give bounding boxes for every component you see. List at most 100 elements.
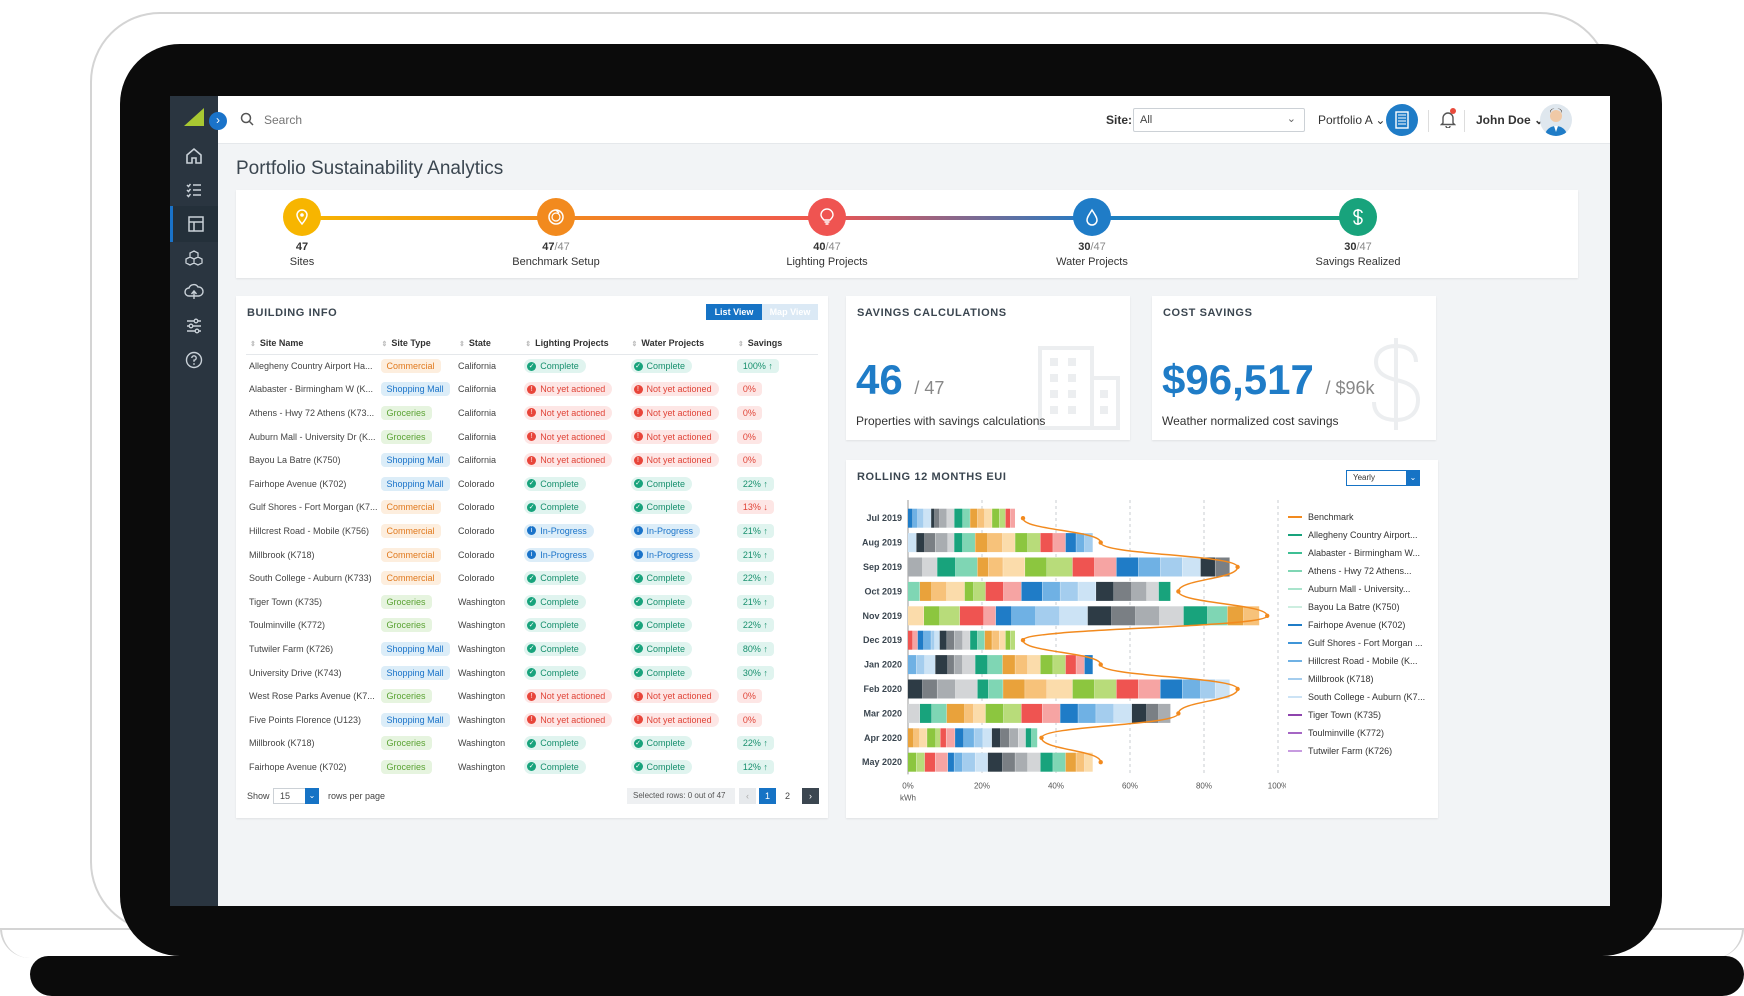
state-cell: Colorado <box>457 573 495 584</box>
site-name[interactable]: Athens - Hwy 72 Athens (K73... <box>249 407 375 418</box>
site-name[interactable]: Millbrook (K718) <box>249 738 315 749</box>
legend-label: Tutwiler Farm (K726) <box>1308 746 1393 756</box>
site-name[interactable]: Hillcrest Road - Mobile (K756) <box>249 525 370 536</box>
status-label: In-Progress <box>540 549 587 560</box>
cloud-icon[interactable] <box>170 274 218 310</box>
legend-item[interactable]: Gulf Shores - Fort Morgan ... <box>1288 634 1425 652</box>
site-name[interactable]: Millbrook (K718) <box>249 549 315 560</box>
legend-item[interactable]: Toulminville (K772) <box>1288 724 1425 742</box>
site-select[interactable]: All ⌄ <box>1133 108 1305 132</box>
status-icon: ! <box>633 715 643 725</box>
table-row[interactable]: Fairhope Avenue (K702) Shopping Mall Color… <box>246 472 818 496</box>
legend-item[interactable]: South College - Auburn (K7... <box>1288 688 1425 706</box>
table-row[interactable]: University Drive (K743) Shopping Mall Wash… <box>246 661 818 685</box>
dashboard-icon[interactable] <box>170 206 218 242</box>
legend-item[interactable]: Tutwiler Farm (K726) <box>1288 742 1425 760</box>
legend-item[interactable]: Fairhope Avenue (K702) <box>1288 616 1425 634</box>
portfolio-switcher[interactable]: Portfolio A ⌄ <box>1318 113 1385 127</box>
legend-item[interactable]: Auburn Mall - University... <box>1288 580 1425 598</box>
site-name[interactable]: Gulf Shores - Fort Morgan (K7... <box>249 502 378 513</box>
home-icon[interactable] <box>170 138 218 174</box>
site-name[interactable]: University Drive (K743) <box>249 667 342 678</box>
table-row[interactable]: South College - Auburn (K733) Commercial C… <box>246 566 818 590</box>
site-name[interactable]: South College - Auburn (K733) <box>249 573 372 584</box>
sliders-icon[interactable] <box>170 308 218 344</box>
column-header[interactable]: ⇕ State <box>454 332 522 355</box>
legend-item[interactable]: Athens - Hwy 72 Athens... <box>1288 562 1425 580</box>
rows-per-page-select[interactable]: 15 ⌄ <box>273 788 319 804</box>
checklist-icon[interactable] <box>170 172 218 208</box>
list-view-button[interactable]: List View <box>706 304 762 320</box>
next-page-button[interactable]: › <box>802 788 819 804</box>
table-row[interactable]: Gulf Shores - Fort Morgan (K7... Commerci… <box>246 496 818 520</box>
search-input[interactable] <box>264 110 524 130</box>
table-row[interactable]: Tiger Town (K735) Groceries Washington ✓ Com… <box>246 590 818 614</box>
legend-item[interactable]: Tiger Town (K735) <box>1288 706 1425 724</box>
page-button-2[interactable]: 2 <box>784 791 790 801</box>
status-icon: i <box>527 526 537 536</box>
table-row[interactable]: Tutwiler Farm (K726) Shopping Mall Washing… <box>246 637 818 661</box>
column-header[interactable]: ⇕ Water Projects <box>627 332 734 355</box>
status-icon: ! <box>527 384 537 394</box>
sidebar-expand-button[interactable]: › <box>209 112 227 130</box>
benchmark-point <box>1020 638 1026 643</box>
progress-step[interactable]: 47 Sites <box>222 198 382 268</box>
legend-item[interactable]: Benchmark <box>1288 508 1425 526</box>
site-name[interactable]: Allegheny Country Airport Ha... <box>249 361 373 372</box>
legend-item[interactable]: Bayou La Batre (K750) <box>1288 598 1425 616</box>
map-view-button[interactable]: Map View <box>762 304 818 320</box>
user-avatar[interactable] <box>1540 104 1572 136</box>
site-name[interactable]: West Rose Parks Avenue (K7... <box>249 691 375 702</box>
step-count: 30/47 <box>1278 241 1438 253</box>
table-row[interactable]: Auburn Mall - University Dr (K... Groceri… <box>246 425 818 449</box>
legend-item[interactable]: Allegheny Country Airport... <box>1288 526 1425 544</box>
site-name[interactable]: Toulminville (K772) <box>249 620 326 631</box>
legend-item[interactable]: Millbrook (K718) <box>1288 670 1425 688</box>
table-row[interactable]: Toulminville (K772) Groceries Washington ✓ C… <box>246 614 818 638</box>
site-type-badge: Groceries <box>380 618 432 633</box>
status-label: Not yet actioned <box>646 384 712 395</box>
site-name[interactable]: Auburn Mall - University Dr (K... <box>249 431 376 442</box>
table-row[interactable]: Allegheny Country Airport Ha... Commercia… <box>246 354 818 378</box>
period-select[interactable]: Yearly ⌄ <box>1346 470 1420 486</box>
savings-badge: 80% ↑ <box>736 641 774 656</box>
table-row[interactable]: Hillcrest Road - Mobile (K756) Commercial… <box>246 519 818 543</box>
bell-icon[interactable] <box>1439 110 1457 133</box>
column-header[interactable]: ⇕ Savings <box>733 332 818 355</box>
page-button-1[interactable]: 1 <box>759 788 776 804</box>
progress-step[interactable]: 40/47 Lighting Projects <box>747 198 907 268</box>
site-name[interactable]: Fairhope Avenue (K702) <box>249 478 347 489</box>
table-row[interactable]: Five Points Florence (U123) Shopping Mall… <box>246 708 818 732</box>
table-row[interactable]: West Rose Parks Avenue (K7... Groceries Wa… <box>246 684 818 708</box>
legend-item[interactable]: Alabaster - Birmingham W... <box>1288 544 1425 562</box>
table-row[interactable]: Millbrook (K718) Commercial Colorado i In-Pr… <box>246 543 818 567</box>
table-row[interactable]: Athens - Hwy 72 Athens (K73... Groceries C… <box>246 401 818 425</box>
user-menu[interactable]: John Doe ⌄ <box>1476 113 1544 127</box>
site-name[interactable]: Bayou La Batre (K750) <box>249 455 341 466</box>
bar-segment <box>984 630 992 650</box>
table-row[interactable]: Fairhope Avenue (K702) Groceries Washingto… <box>246 755 818 779</box>
legend-item[interactable]: Hillcrest Road - Mobile (K... <box>1288 652 1425 670</box>
portfolio-avatar[interactable] <box>1386 104 1418 136</box>
site-name[interactable]: Five Points Florence (U123) <box>249 714 362 725</box>
table-row[interactable]: Alabaster - Birmingham W (K... Shopping M… <box>246 378 818 402</box>
column-header[interactable]: ⇕ Site Name <box>246 332 378 355</box>
step-label: Sites <box>289 256 315 268</box>
column-header[interactable]: ⇕ Lighting Projects <box>521 332 628 355</box>
prev-page-button[interactable]: ‹ <box>739 788 756 804</box>
progress-step[interactable]: 30/47 Savings Realized <box>1278 198 1438 268</box>
site-name[interactable]: Alabaster - Birmingham W (K... <box>249 384 374 395</box>
progress-step[interactable]: 47/47 Benchmark Setup <box>476 198 636 268</box>
cubes-icon[interactable] <box>170 240 218 276</box>
water-status: ✓ Complete <box>630 594 693 609</box>
table-row[interactable]: Bayou La Batre (K750) Shopping Mall Califo… <box>246 448 818 472</box>
site-name[interactable]: Fairhope Avenue (K702) <box>249 761 347 772</box>
progress-step[interactable]: 30/47 Water Projects <box>1012 198 1172 268</box>
table-row[interactable]: Millbrook (K718) Groceries Washington ✓ Comp… <box>246 732 818 756</box>
status-icon: ✓ <box>633 502 643 512</box>
column-header[interactable]: ⇕ Site Type <box>377 332 455 355</box>
site-name[interactable]: Tiger Town (K735) <box>249 596 323 607</box>
site-name[interactable]: Tutwiler Farm (K726) <box>249 643 334 654</box>
water-status: ! Not yet actioned <box>630 429 719 444</box>
help-icon[interactable] <box>170 342 218 378</box>
